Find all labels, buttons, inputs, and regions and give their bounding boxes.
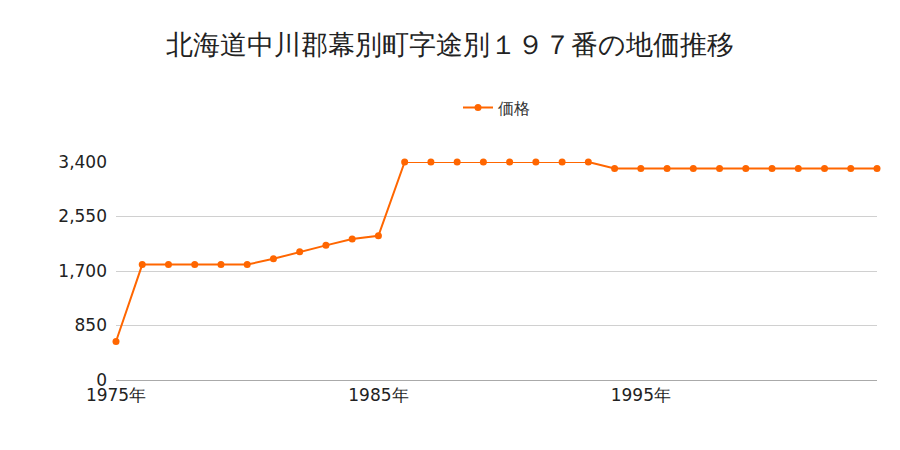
svg-text:0: 0 (96, 370, 107, 390)
svg-text:1995年: 1995年 (611, 385, 671, 405)
svg-text:1975年: 1975年 (86, 385, 146, 405)
svg-text:2,550: 2,550 (58, 206, 107, 226)
svg-text:北海道中川郡幕別町字途別１９７番の地価推移: 北海道中川郡幕別町字途別１９７番の地価推移 (166, 29, 734, 60)
svg-text:1,700: 1,700 (58, 261, 107, 281)
svg-text:1985年: 1985年 (348, 385, 408, 405)
svg-text:850: 850 (75, 315, 107, 335)
svg-text:価格: 価格 (498, 99, 530, 118)
svg-text:3,400: 3,400 (58, 152, 107, 172)
